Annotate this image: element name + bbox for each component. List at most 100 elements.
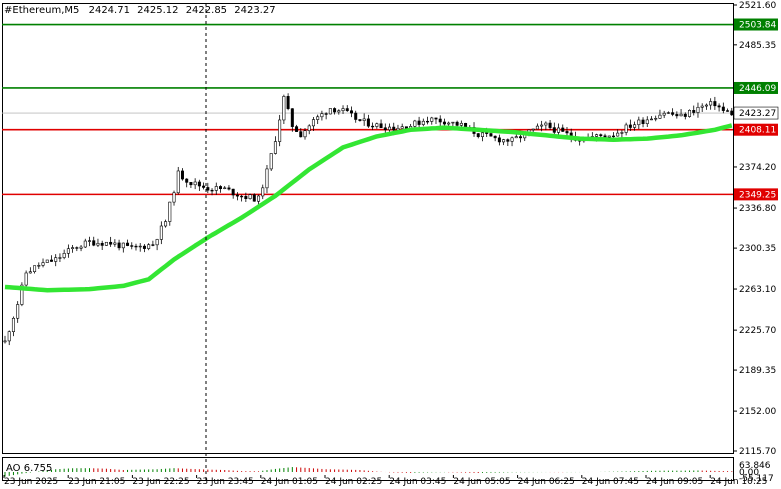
candle-body [519,136,523,139]
candle-body [273,141,277,154]
candle-body [337,110,341,113]
candle-body [447,122,451,125]
y-axis-label: 2225.70 [739,326,776,336]
candle-body [688,110,692,117]
current-price-label: 2423.27 [739,109,776,119]
candle-body [654,118,658,120]
level-tag-label: 2446.09 [739,84,776,94]
candle-body [696,106,700,113]
candle-body [37,265,41,267]
ao-axis-label: -55.117 [739,474,774,484]
candle-body [151,244,155,246]
candle-body [299,131,303,138]
candle-body [607,135,611,138]
candle-body [400,126,404,129]
candle-body [240,195,244,198]
candle-body [126,242,130,246]
candle-body [679,113,683,117]
candle-body [121,242,125,249]
y-axis-label: 2263.10 [739,285,776,295]
candle-body [497,137,501,143]
candle-body [603,135,607,138]
x-axis-label: 24 Jun 06:25 [518,477,575,487]
y-axis-label: 2374.20 [739,163,776,173]
x-axis-label: 24 Jun 01:05 [261,477,318,487]
x-axis-label: 24 Jun 09:05 [646,477,703,487]
candle-body [130,245,134,247]
candle-body [168,201,172,222]
candle-body [282,96,286,121]
candle-body [235,194,239,197]
header-low: 2422.85 [186,5,227,16]
candle-body [451,121,455,124]
candle-body [257,195,261,202]
candle-body [366,118,370,127]
x-axis-label: 24 Jun 07:45 [582,477,639,487]
candle-body [341,108,345,112]
candle-body [303,130,307,138]
candle-body [662,112,666,116]
candle-body [269,153,273,170]
ao-axis-label: 0.00 [739,468,759,478]
candle-body [633,124,637,128]
candle-body [506,139,510,142]
candle-body [164,221,168,227]
candle-body [138,245,142,248]
candle-body [641,119,645,124]
candle-body [565,131,569,134]
candle-body [333,108,337,113]
candle-body [620,132,624,134]
candle-body [709,101,713,106]
candle-body [624,124,628,133]
candle-body [700,105,704,108]
candle-body [442,121,446,125]
candle-body [434,117,438,120]
candle-body [561,127,565,132]
candle-body [109,241,113,245]
candle-body [193,181,197,186]
candle-body [489,133,493,137]
candle-body [79,246,83,249]
candle-body [721,106,725,111]
ao-pane-frame [2,457,734,481]
candle-body [358,119,362,121]
candle-body [320,113,324,118]
candle-body [180,170,184,180]
candle-body [24,272,28,286]
candle-body [295,126,299,132]
candle-body [480,132,484,137]
candle-body [658,114,662,119]
level-tag-label: 2408.11 [739,126,776,136]
candle-body [649,118,653,121]
header-open: 2424.71 [89,5,130,16]
main-pane-frame [2,3,734,454]
candle-body [278,119,282,142]
candle-body [252,194,256,202]
candle-body [666,112,670,114]
candle-body [104,241,108,246]
candle-body [248,194,252,200]
candle-body [142,245,146,249]
candle-body [92,240,96,246]
candle-body [535,125,539,130]
y-axis-label: 2521.60 [739,1,776,11]
candle-body [426,120,430,123]
candle-body [16,304,20,319]
candle-body [134,245,138,248]
candle-body [455,121,459,126]
candle-body [388,126,392,131]
candle-body [54,257,58,262]
candle-body [548,122,552,128]
y-axis-label: 2300.35 [739,244,776,254]
candle-body [147,244,151,249]
candle-body [616,132,620,137]
candle-body [544,122,548,126]
candle-body [210,189,214,192]
header-high: 2425.12 [137,5,178,16]
candle-body [599,134,603,137]
candle-body [3,340,7,343]
header-close: 2423.27 [234,5,275,16]
candle-body [71,247,75,249]
